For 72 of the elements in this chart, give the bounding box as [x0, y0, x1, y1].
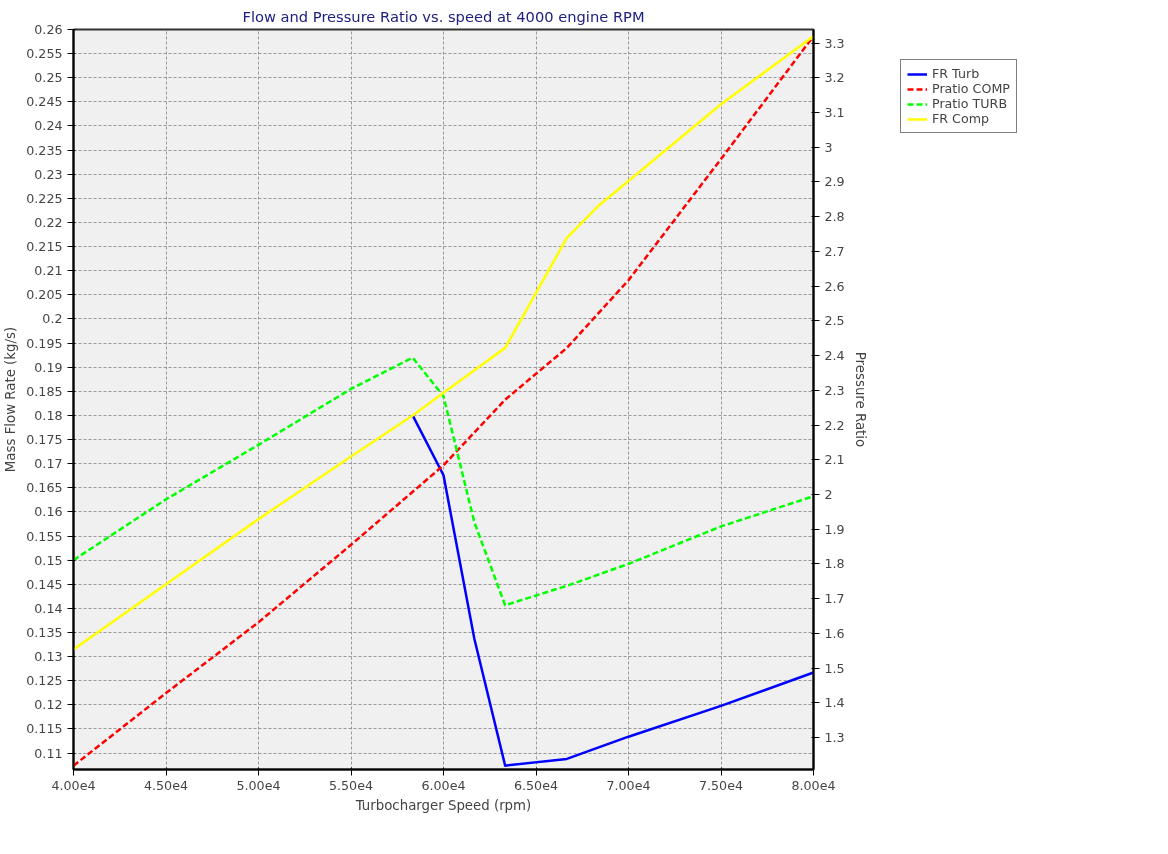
y-tick-label: 0.11 [34, 745, 63, 761]
y-tick-label: 0.245 [26, 94, 63, 110]
x-axis-title: Turbocharger Speed (rpm) [354, 797, 532, 813]
y-tick-label: 0.155 [26, 528, 63, 544]
y2-tick-label: 1.3 [824, 730, 845, 746]
y2-tick-label: 2.4 [824, 348, 845, 364]
y-tick-label: 0.225 [26, 190, 63, 206]
y-tick-label: 0.26 [34, 22, 63, 37]
y-tick-label: 0.14 [34, 600, 63, 616]
legend-label: Pratio COMP [932, 81, 1010, 96]
y-tick-label: 0.125 [26, 673, 63, 689]
y2-tick-label: 1.4 [824, 695, 845, 711]
line-series [73, 35, 814, 651]
y2-tick-label: 3 [824, 139, 833, 155]
y2-tick-label: 2.5 [824, 313, 845, 329]
y-tick-label: 0.18 [34, 407, 63, 423]
x-tick-label: 7.00e4 [606, 777, 651, 793]
y-tick-label: 0.24 [34, 118, 63, 134]
y-tick-label: 0.2 [42, 311, 63, 327]
y2-tick-label: 2.9 [824, 174, 845, 190]
y2-tick-label: 3.3 [824, 35, 845, 51]
y-tick-label: 0.235 [26, 142, 63, 158]
x-tick-label: 7.50e4 [698, 777, 744, 793]
y-tick-label: 0.23 [34, 166, 63, 182]
x-tick-label: 4.00e4 [51, 777, 96, 793]
x-tick-label: 5.50e4 [328, 777, 374, 793]
y2-axis-title: Pressure Ratio [852, 351, 868, 448]
y2-tick-label: 2 [824, 486, 833, 502]
y2-tick-label: 2.3 [824, 382, 845, 398]
y-tick-label: 0.22 [34, 214, 63, 230]
legend-label: FR Turb [932, 66, 980, 81]
line-series [73, 356, 814, 607]
y-tick-label: 0.16 [34, 504, 63, 520]
x-tick-label: 6.00e4 [421, 777, 466, 793]
y2-tick-label: 2.8 [824, 209, 845, 225]
y2-tick-label: 2.6 [824, 278, 845, 294]
y-tick-label: 0.19 [34, 359, 63, 375]
y-tick-label: 0.195 [26, 335, 63, 351]
x-tick-label: 5.00e4 [236, 777, 281, 793]
y-axis-title: Mass Flow Rate (kg/s) [3, 326, 19, 473]
y-tick-label: 0.115 [26, 721, 63, 737]
y-tick-label: 0.145 [26, 576, 63, 592]
y-tick-label: 0.215 [26, 239, 63, 255]
y-tick-label: 0.135 [26, 625, 63, 640]
y-tick-label: 0.21 [34, 263, 63, 279]
y2-tick-label: 2.1 [824, 452, 845, 468]
y2-tick-label: 1.9 [824, 521, 845, 537]
x-tick-label: 8.00e4 [791, 777, 836, 793]
legend-label: FR Comp [932, 111, 990, 126]
y2-tick-label: 2.2 [824, 417, 845, 433]
y-tick-label: 0.165 [26, 480, 63, 496]
y-tick-label: 0.12 [34, 697, 63, 713]
y2-tick-label: 1.5 [824, 660, 845, 676]
chart-title: Flow and Pressure Ratio vs. speed at 4000 engine RPM [242, 7, 645, 25]
y2-tick-label: 1.7 [824, 591, 845, 607]
y-tick-label: 0.13 [34, 649, 63, 665]
y-tick-label: 0.175 [26, 432, 63, 448]
y-tick-label: 0.15 [34, 552, 63, 568]
x-tick-label: 4.50e4 [143, 777, 189, 793]
legend-label: Pratio TURB [932, 96, 1008, 111]
y-tick-label: 0.25 [34, 70, 63, 86]
y-tick-label: 0.205 [26, 287, 63, 303]
y-tick-label: 0.185 [26, 383, 63, 399]
y-tick-label: 0.17 [34, 456, 63, 472]
y2-tick-label: 3.2 [824, 70, 845, 86]
line-series [411, 414, 814, 767]
y2-tick-label: 2.7 [824, 243, 845, 259]
y2-tick-label: 3.1 [824, 104, 845, 120]
x-tick-label: 6.50e4 [513, 777, 559, 793]
y-tick-label: 0.255 [26, 46, 63, 62]
y2-tick-label: 1.8 [824, 556, 845, 572]
y2-tick-label: 1.6 [824, 625, 845, 641]
